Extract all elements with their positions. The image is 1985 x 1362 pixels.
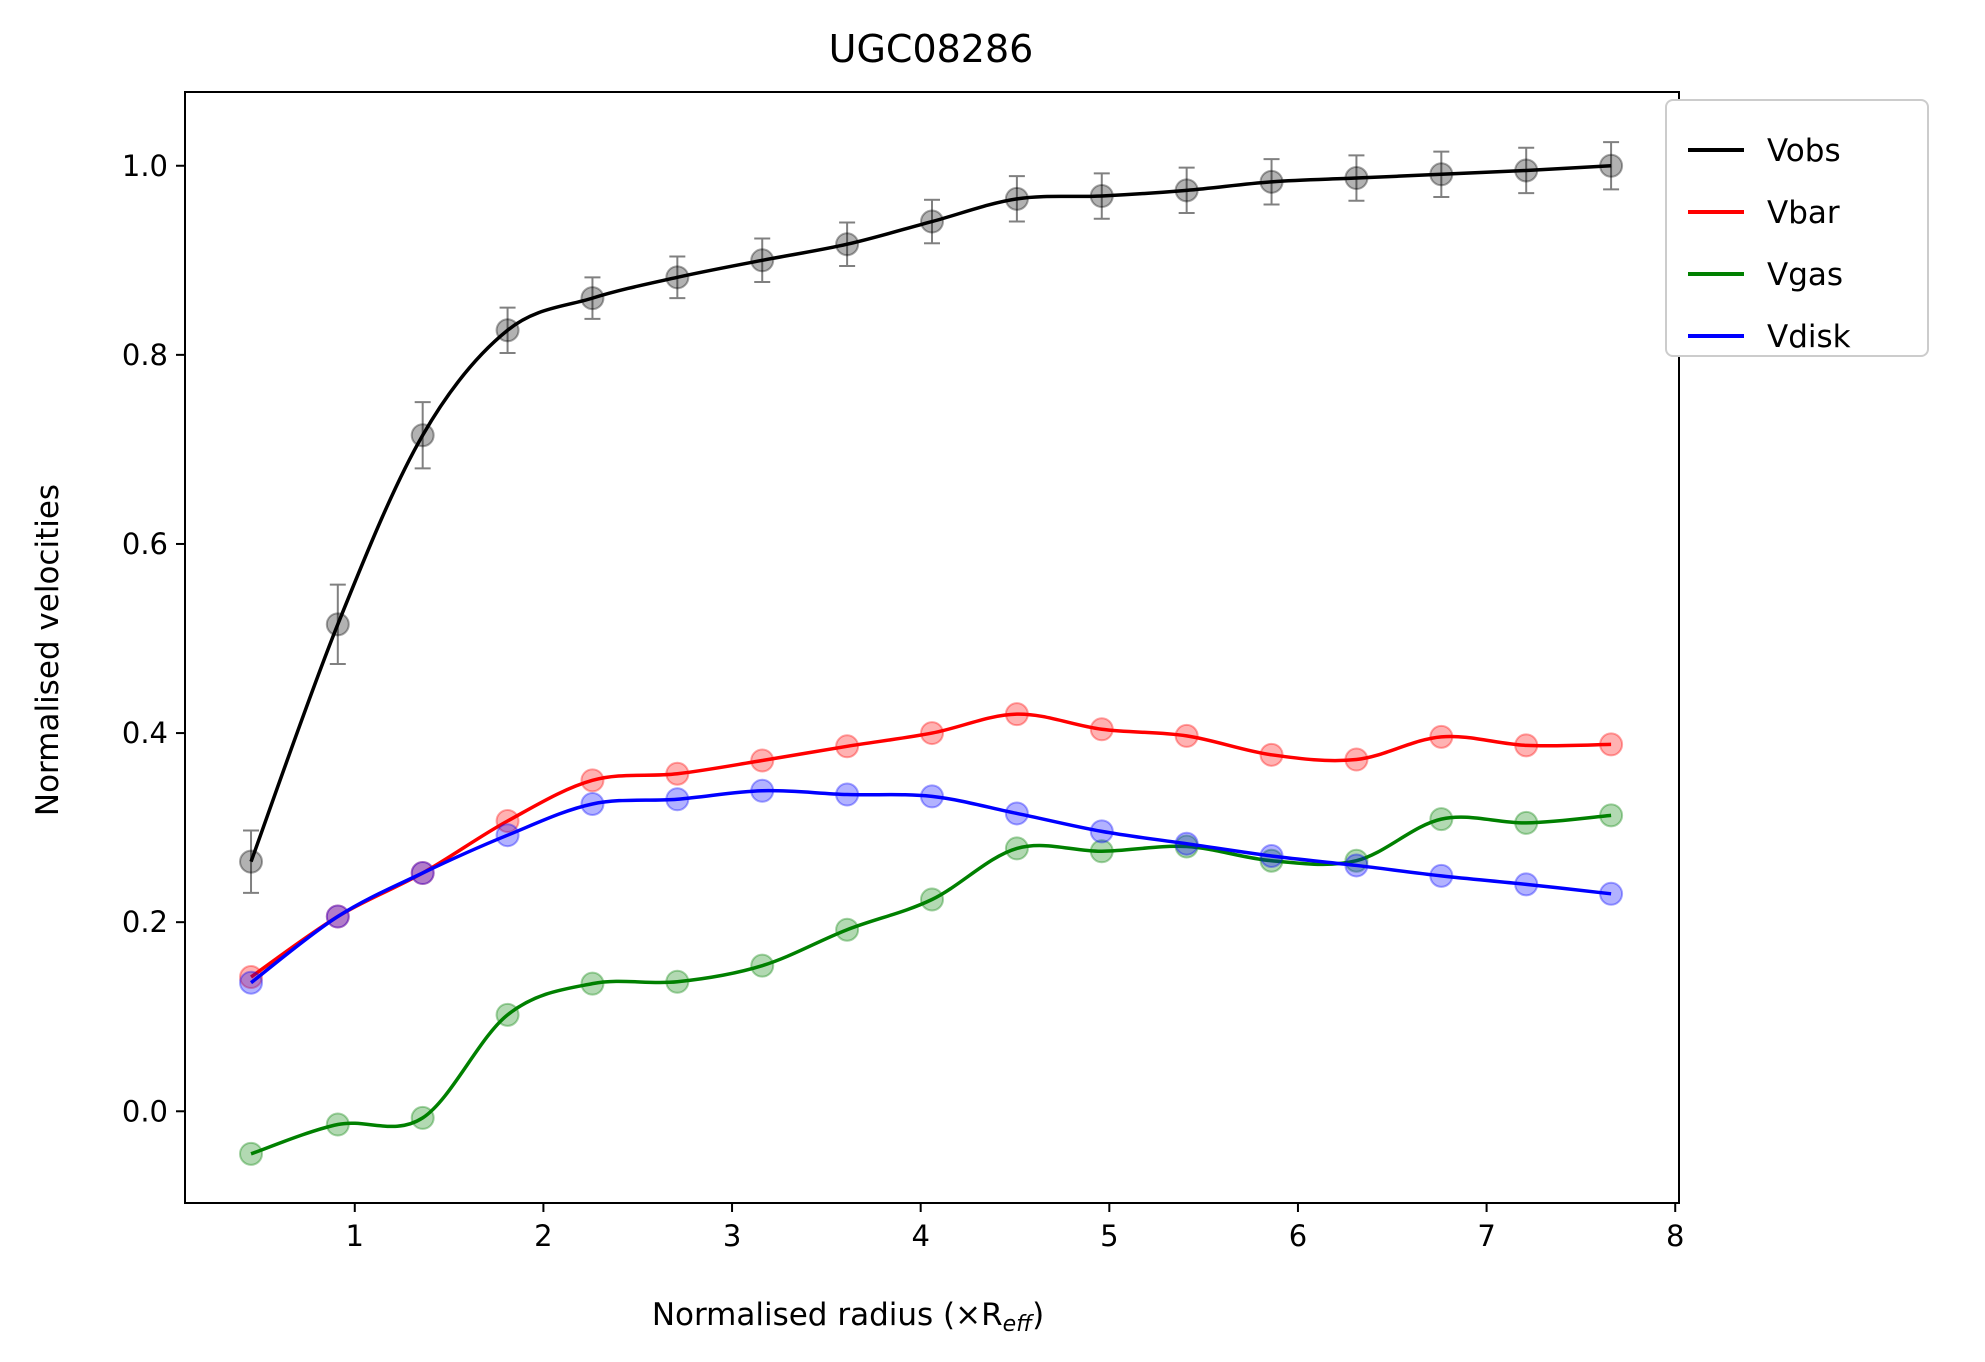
legend: Vobs Vbar Vgas Vdisk xyxy=(1665,99,1929,357)
axis-ticks: 1 2 3 4 5 6 7 8 0.0 0.2 0.4 0.6 0.8 1.0 xyxy=(122,149,1685,1253)
y-tick-label: 0.0 xyxy=(122,1094,168,1128)
legend-label-vgas: Vgas xyxy=(1767,257,1843,293)
legend-label-vobs: Vobs xyxy=(1767,133,1841,169)
x-tick-label: 7 xyxy=(1477,1219,1495,1253)
vobs-line xyxy=(249,164,1612,863)
vgas-line xyxy=(250,813,1612,1156)
y-tick-label: 0.4 xyxy=(122,716,168,750)
series-vgas xyxy=(239,803,1624,1166)
vbar-line xyxy=(250,712,1612,979)
y-axis-label: Normalised velocities xyxy=(30,484,66,816)
y-tick-label: 0.2 xyxy=(122,905,168,939)
vobs-point xyxy=(239,849,264,874)
plot-frame xyxy=(184,91,1680,1204)
series-vdisk xyxy=(239,778,1624,995)
legend-label-vdisk: Vdisk xyxy=(1767,319,1851,355)
series-vobs xyxy=(239,141,1624,894)
y-tick-label: 0.8 xyxy=(122,338,168,372)
vdisk-line xyxy=(249,788,1612,985)
series-vbar xyxy=(239,702,1624,990)
chart-title: UGC08286 xyxy=(829,27,1034,71)
legend-label-vbar: Vbar xyxy=(1767,195,1840,231)
x-tick-label: 8 xyxy=(1666,1219,1684,1253)
x-tick-label: 2 xyxy=(534,1219,552,1253)
vgas-point xyxy=(239,1141,264,1166)
x-tick-label: 6 xyxy=(1289,1219,1307,1253)
legend-frame xyxy=(1665,99,1929,357)
x-tick-label: 1 xyxy=(346,1219,364,1253)
plot-area xyxy=(239,141,1624,1166)
x-axis-label: Normalised radius (×Reff) xyxy=(652,1297,1044,1337)
x-tick-label: 5 xyxy=(1100,1219,1118,1253)
x-tick-label: 4 xyxy=(911,1219,929,1253)
y-tick-label: 0.6 xyxy=(122,527,168,561)
x-tick-label: 3 xyxy=(723,1219,741,1253)
y-tick-label: 1.0 xyxy=(122,149,168,183)
